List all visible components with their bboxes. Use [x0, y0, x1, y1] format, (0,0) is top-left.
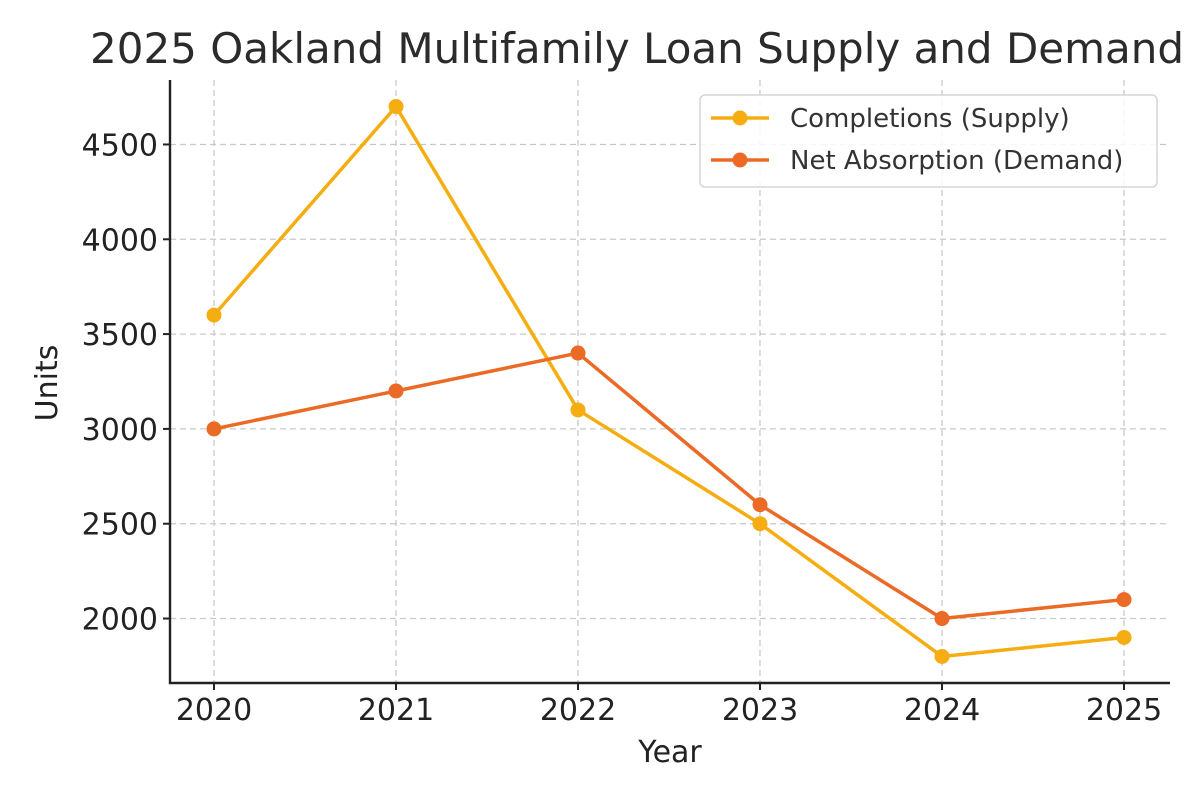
- series-completions: [206, 99, 1132, 664]
- data-point: [752, 497, 768, 513]
- data-point: [570, 345, 586, 361]
- data-point: [388, 383, 404, 399]
- series-line: [212, 104, 1126, 659]
- series-line: [212, 351, 1126, 621]
- y-axis: 2000 2500 3000 3500 4000 4500: [82, 128, 170, 638]
- chart-title: 2025 Oakland Multifamily Loan Supply and…: [90, 24, 1184, 73]
- y-tick-label: 3000: [82, 413, 158, 448]
- series-net-absorption: [206, 345, 1132, 627]
- x-tick-label: 2020: [176, 693, 252, 728]
- y-tick-label: 2000: [82, 603, 158, 638]
- data-point: [570, 402, 586, 418]
- data-point: [388, 99, 404, 115]
- y-tick-label: 4000: [82, 223, 158, 258]
- data-point: [1116, 592, 1132, 608]
- data-point: [206, 421, 222, 437]
- y-tick-label: 2500: [82, 508, 158, 543]
- x-tick-label: 2023: [722, 693, 798, 728]
- x-axis: 2020 2021 2022 2023 2024 2025: [176, 683, 1162, 728]
- x-tick-label: 2021: [358, 693, 434, 728]
- legend-label: Completions (Supply): [790, 104, 1070, 134]
- data-point: [934, 648, 950, 664]
- axes-frame: [168, 80, 1170, 685]
- data-point: [206, 307, 222, 323]
- x-axis-label: Year: [637, 735, 702, 770]
- data-point: [934, 611, 950, 627]
- x-tick-label: 2024: [904, 693, 980, 728]
- legend-marker: [732, 152, 748, 168]
- legend-box: [699, 94, 1158, 188]
- y-tick-label: 3500: [82, 318, 158, 353]
- legend-label: Net Absorption (Demand): [790, 146, 1123, 176]
- x-tick-label: 2022: [540, 693, 616, 728]
- grid: [170, 80, 1170, 683]
- x-tick-label: 2025: [1086, 693, 1162, 728]
- data-point: [1116, 629, 1132, 645]
- series-layer: [206, 99, 1132, 664]
- data-point: [752, 516, 768, 532]
- legend-marker: [732, 110, 748, 126]
- legend: Completions (Supply) Net Absorption (Dema…: [699, 94, 1158, 188]
- y-axis-label: Units: [30, 345, 65, 422]
- y-tick-label: 4500: [82, 128, 158, 163]
